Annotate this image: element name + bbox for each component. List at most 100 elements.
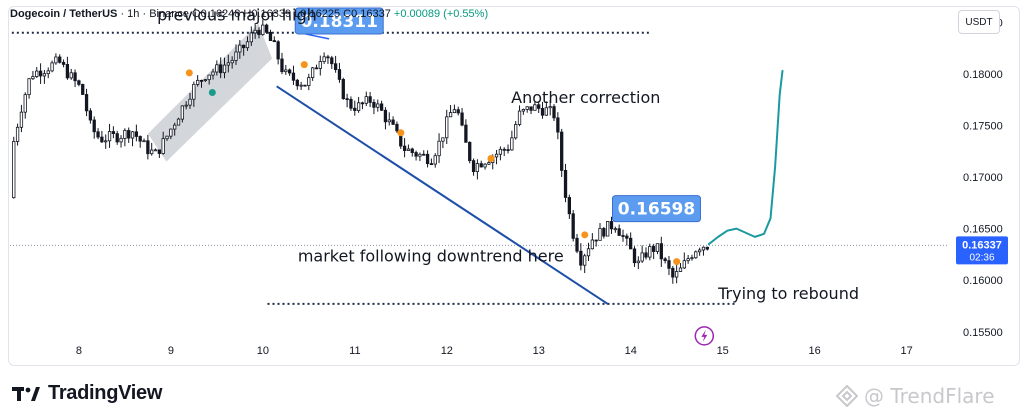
- candle-body: [567, 197, 571, 215]
- candle-body: [180, 105, 184, 120]
- candle-body: [146, 140, 150, 155]
- annotation-text: Another correction: [511, 88, 660, 107]
- candle-body: [441, 137, 445, 142]
- candle-body: [226, 62, 230, 66]
- candle-body: [107, 131, 112, 142]
- candle-body: [368, 96, 372, 103]
- price-chart[interactable]: 0.18311 0.16598 previous major high Another…: [0, 0, 1024, 370]
- currency-button[interactable]: USDT: [958, 10, 1000, 34]
- candle-body: [494, 153, 499, 158]
- candle-body: [92, 119, 96, 133]
- candle-body: [445, 116, 449, 139]
- candle-body: [295, 79, 299, 87]
- candle-body: [609, 221, 614, 230]
- candle-body: [652, 246, 656, 252]
- candle-body: [360, 102, 365, 105]
- candle-body: [58, 56, 62, 63]
- x-tick-label: 13: [533, 345, 545, 357]
- open-value: O0.16248: [192, 8, 241, 20]
- candle-body: [690, 257, 694, 260]
- candle-body: [598, 228, 602, 241]
- x-tick-label: 8: [76, 345, 82, 357]
- candle-body: [130, 131, 135, 139]
- watermark: @ TrendFlare: [836, 384, 995, 408]
- x-tick-label: 14: [625, 345, 637, 357]
- candle-body: [644, 252, 648, 258]
- x-tick-label: 15: [717, 345, 729, 357]
- symbol-header: Dogecoin / TetherUS · 1h · Binance O0.16…: [10, 8, 488, 20]
- candle-body: [12, 141, 16, 199]
- candle-body: [487, 162, 491, 165]
- candle-body: [636, 260, 640, 264]
- candle-body: [514, 124, 518, 139]
- candle-body: [100, 136, 104, 143]
- candle-body: [456, 109, 460, 114]
- candle-body: [525, 106, 529, 110]
- tradingview-logo[interactable]: TradingView: [12, 382, 162, 405]
- candle-body: [341, 79, 345, 100]
- y-tick-label: 0.16000: [963, 275, 1003, 287]
- y-tick-label: 0.17000: [963, 172, 1003, 184]
- candle-body: [468, 141, 472, 162]
- candle-body: [632, 248, 637, 264]
- candle-body: [701, 246, 706, 251]
- candle-body: [548, 106, 552, 109]
- candle-body: [563, 169, 568, 198]
- candle-body: [310, 67, 315, 78]
- candle-body: [104, 140, 108, 143]
- chart-frame: [8, 6, 1020, 366]
- candle-body: [552, 106, 556, 119]
- candle-body: [307, 77, 311, 87]
- countdown-label: 02:36: [969, 252, 994, 263]
- candle-body: [502, 148, 506, 151]
- candle-body: [272, 40, 276, 43]
- candle-body: [142, 140, 146, 143]
- candle-body: [287, 69, 292, 74]
- candle-body: [418, 153, 422, 157]
- signal-marker: [487, 155, 495, 162]
- candle-body: [586, 248, 591, 257]
- candle-body: [356, 102, 361, 111]
- downtrend-line: [276, 85, 609, 305]
- candle-body: [291, 72, 296, 81]
- candle-body: [544, 107, 549, 116]
- candle-body: [54, 56, 58, 64]
- candle-body: [84, 94, 89, 112]
- candle-body: [606, 221, 610, 237]
- candle-body: [23, 94, 27, 113]
- candle-body: [276, 41, 280, 60]
- candle-body: [50, 62, 54, 72]
- current-price-label: 0.16337: [962, 239, 1002, 251]
- candle-body: [602, 228, 606, 237]
- candle-body: [471, 160, 476, 173]
- signal-marker: [208, 89, 216, 96]
- candle-body: [475, 163, 480, 173]
- candle-body: [127, 130, 131, 139]
- candle-body: [406, 148, 411, 151]
- candle-body: [238, 44, 242, 53]
- candle-body: [207, 74, 211, 81]
- annotation-text: Trying to rebound: [717, 284, 859, 303]
- candle-body: [629, 237, 633, 250]
- candle-body: [613, 228, 617, 231]
- candle-body: [345, 98, 349, 101]
- candle-body: [510, 137, 514, 151]
- candle-body: [165, 135, 169, 140]
- candle-body: [249, 32, 253, 43]
- candle-body: [88, 110, 93, 121]
- candle-body: [483, 163, 487, 168]
- symbol-name[interactable]: Dogecoin / TetherUS: [10, 8, 118, 20]
- candle-body: [379, 103, 384, 111]
- price-tag-label: 0.16598: [618, 200, 695, 220]
- candle-body: [184, 104, 188, 107]
- candle-body: [387, 119, 391, 123]
- candle-body: [464, 124, 468, 143]
- candle-body: [540, 108, 545, 116]
- candle-body: [364, 96, 368, 104]
- candle-body: [115, 133, 119, 143]
- candle-body: [353, 107, 357, 111]
- candle-body: [96, 131, 100, 138]
- y-tick-label: 0.18000: [963, 69, 1003, 81]
- candle-body: [61, 61, 66, 65]
- candle-body: [138, 136, 142, 142]
